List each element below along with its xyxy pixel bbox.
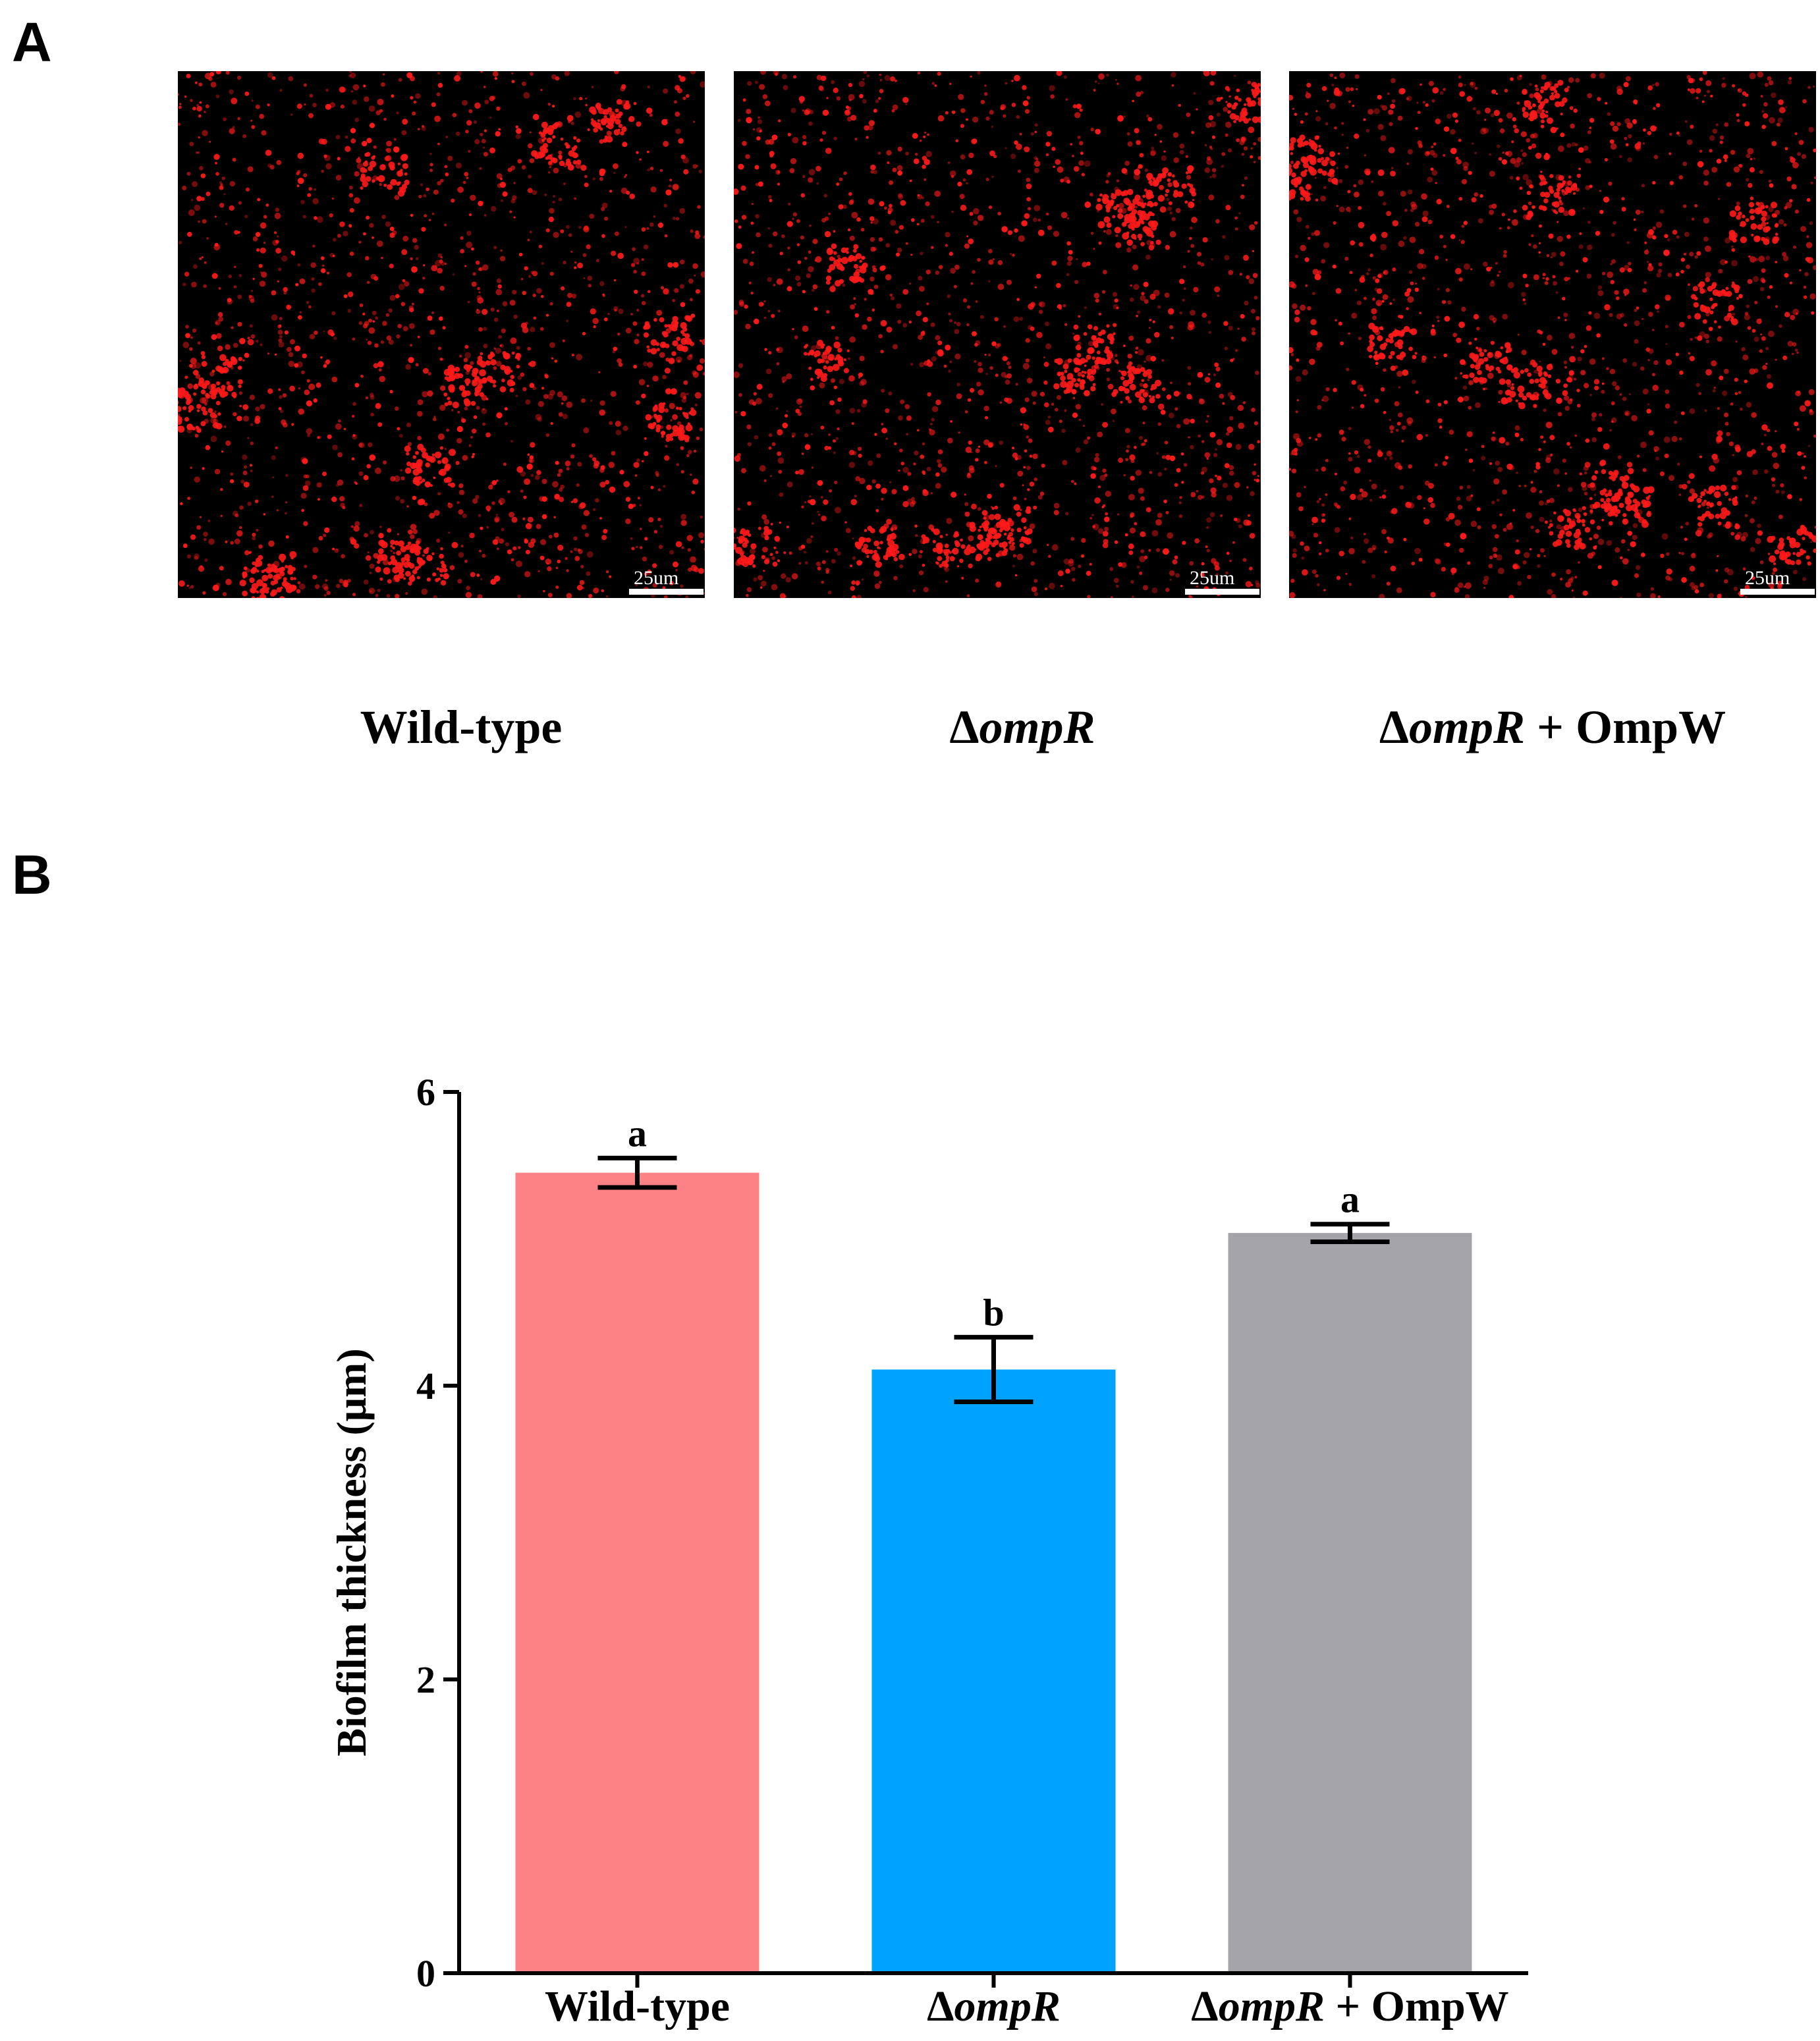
panel-a-letter: A: [12, 11, 52, 73]
scale-bar: [629, 589, 703, 595]
significance-letter: b: [983, 1291, 1004, 1334]
y-tick-label: 2: [416, 1658, 435, 1701]
x-tick-label: Wild-type: [545, 1982, 730, 2030]
significance-letter: a: [1340, 1178, 1360, 1221]
caption-plain: Δ: [949, 701, 979, 753]
caption-plain: Wild-type: [360, 701, 563, 753]
scale-bar-label: 25um: [1745, 567, 1790, 589]
fluorescent-cells: [734, 71, 1261, 598]
bar: [871, 1369, 1116, 1973]
micrograph-wild-type: 25um: [178, 71, 705, 598]
x-tick-label: ΔompR + OmpW: [1191, 1982, 1508, 2030]
fluorescent-cells: [1289, 71, 1816, 598]
x-tick-label: ΔompR: [927, 1982, 1061, 2030]
y-axis-label: Biofilm thickness (μm): [328, 1348, 375, 1756]
y-tick-label: 4: [416, 1365, 435, 1407]
panel-b-letter: B: [12, 844, 52, 906]
bar: [1228, 1233, 1472, 1973]
bar: [515, 1172, 759, 1973]
caption-wild-type: Wild-type: [198, 703, 725, 751]
caption-plain: Δ: [1379, 701, 1410, 753]
significance-letter: a: [628, 1112, 647, 1155]
fluorescent-cells: [178, 71, 705, 598]
caption-ompr-mutant: ΔompR: [759, 703, 1286, 751]
scale-bar-label: 25um: [1190, 567, 1235, 589]
micrograph-ompr-ompw: 25um: [1289, 71, 1816, 598]
caption-italic: ompR: [979, 701, 1095, 753]
micrograph-ompr-mutant: 25um: [734, 71, 1261, 598]
scale-bar: [1185, 589, 1259, 595]
y-tick-label: 0: [416, 1952, 435, 1995]
caption-ompr-ompw: ΔompR + OmpW: [1289, 703, 1816, 751]
scale-bar-label: 25um: [634, 567, 679, 589]
caption-italic: ompR: [1409, 701, 1526, 753]
y-tick-label: 6: [416, 1071, 435, 1114]
caption-suffix: + OmpW: [1525, 701, 1726, 753]
scale-bar: [1740, 589, 1815, 595]
